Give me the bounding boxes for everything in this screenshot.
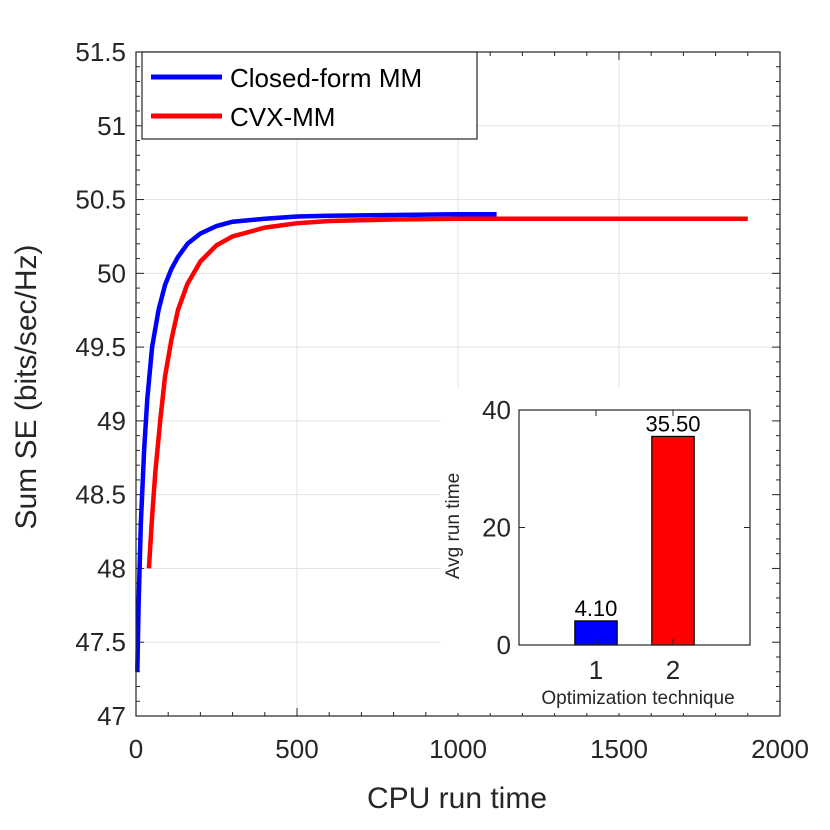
inset-y-tick-label: 20 bbox=[482, 513, 511, 543]
legend-box bbox=[141, 51, 478, 140]
series-line-cvx-mm bbox=[146, 216, 748, 569]
y-tick-label: 49 bbox=[97, 406, 126, 436]
y-tick-label: 51.5 bbox=[75, 37, 126, 67]
x-tick-label: 1500 bbox=[590, 734, 648, 764]
y-tick-label: 47 bbox=[97, 701, 126, 731]
y-tick-label: 47.5 bbox=[75, 627, 126, 657]
series-line-closed-form-mm bbox=[135, 212, 497, 672]
inset-x-axis-title: Optimization technique bbox=[541, 688, 734, 709]
x-tick-label: 1000 bbox=[429, 734, 487, 764]
y-tick-label: 50.5 bbox=[75, 185, 126, 215]
y-tick-label: 49.5 bbox=[75, 332, 126, 362]
inset-y-axis-title: Avg run time bbox=[443, 473, 464, 579]
inset-x-tick-label: 1 bbox=[589, 655, 603, 685]
legend-label-closed-form-mm: Closed-form MM bbox=[230, 63, 422, 93]
y-tick-label: 48 bbox=[97, 553, 126, 583]
x-tick-label: 500 bbox=[275, 734, 318, 764]
legend-label-cvx-mm: CVX-MM bbox=[230, 102, 335, 132]
x-tick-label: 0 bbox=[129, 734, 143, 764]
legend: Closed-form MM CVX-MM bbox=[141, 51, 478, 140]
inset-y-tick-label: 0 bbox=[497, 630, 511, 660]
bar-technique-2 bbox=[651, 435, 695, 646]
bar-value-label-1: 4.10 bbox=[575, 596, 618, 621]
inset-y-tick-label: 40 bbox=[482, 395, 511, 425]
y-tick-label: 51 bbox=[97, 111, 126, 141]
inset-background bbox=[441, 388, 772, 713]
inset-x-tick-label: 2 bbox=[666, 655, 680, 685]
y-tick-label: 50 bbox=[97, 258, 126, 288]
y-tick-label: 48.5 bbox=[75, 480, 126, 510]
x-tick-label: 2000 bbox=[751, 734, 809, 764]
x-axis-title: CPU run time bbox=[367, 782, 547, 815]
y-axis-title: Sum SE (bits/sec/Hz) bbox=[10, 244, 43, 529]
bar-technique-1 bbox=[574, 620, 618, 646]
